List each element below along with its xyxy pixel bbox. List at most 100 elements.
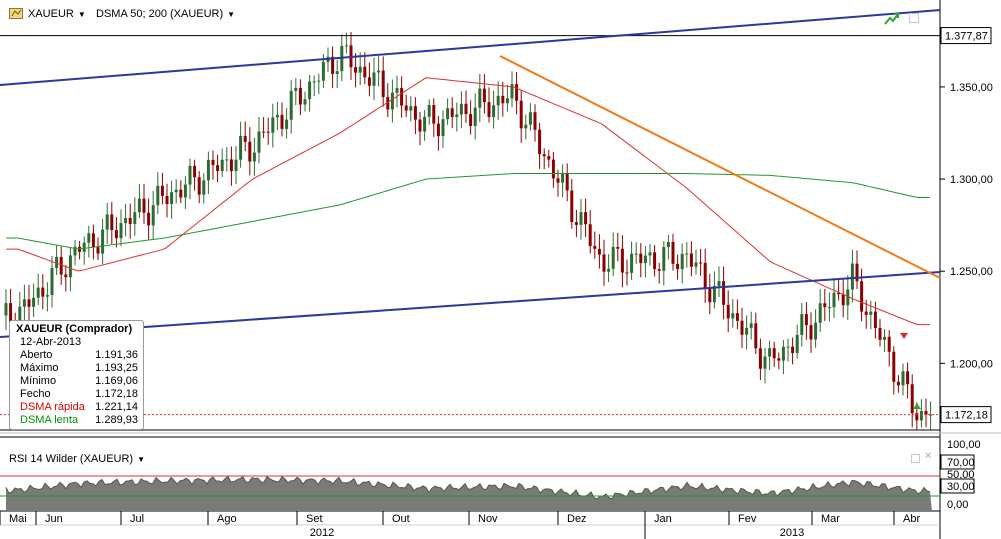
candle-body bbox=[427, 104, 431, 117]
candle-body bbox=[551, 159, 555, 179]
buy-signal-marker bbox=[913, 403, 921, 409]
candle-body bbox=[459, 103, 463, 115]
candle-body bbox=[768, 348, 772, 357]
candle-body bbox=[142, 198, 146, 213]
candle-body bbox=[749, 323, 753, 328]
candle-body bbox=[450, 108, 454, 117]
candle-body bbox=[183, 184, 187, 198]
candle-body bbox=[671, 242, 675, 264]
candle-body bbox=[804, 314, 808, 326]
candle-body bbox=[547, 156, 551, 160]
indicator-selector[interactable]: DSMA 50; 200 (XAUEUR) ▼ bbox=[96, 6, 235, 22]
candle-body bbox=[758, 348, 762, 369]
candle-body bbox=[731, 313, 735, 319]
trend-arrow-icon[interactable] bbox=[884, 12, 900, 26]
candle-body bbox=[722, 281, 726, 305]
candle-body bbox=[818, 303, 822, 323]
candle-body bbox=[841, 294, 845, 306]
candle-body bbox=[694, 262, 698, 267]
candle-body bbox=[717, 281, 721, 287]
price-tick-label: 1.200,00 bbox=[950, 358, 993, 370]
candle-body bbox=[832, 292, 836, 308]
rsi-selector[interactable]: RSI 14 Wilder (XAUEUR) ▼ bbox=[9, 451, 145, 467]
sell-signal-marker bbox=[900, 333, 908, 339]
candle-body bbox=[441, 119, 445, 137]
candle-body bbox=[915, 413, 919, 421]
candle-body bbox=[275, 114, 279, 118]
info-row-close: Fecho 1.172,18 bbox=[10, 388, 143, 401]
candle-body bbox=[597, 248, 601, 255]
candle-body bbox=[404, 105, 408, 111]
rsi-tick-label: 70,00 bbox=[947, 457, 975, 469]
candle-body bbox=[542, 154, 546, 157]
candle-body bbox=[308, 81, 312, 100]
info-value: 1.169,06 bbox=[95, 375, 138, 387]
candle-body bbox=[883, 336, 887, 340]
candle-body bbox=[188, 165, 192, 185]
candle-body bbox=[791, 346, 795, 354]
candle-body bbox=[386, 97, 390, 110]
rsi-line bbox=[5, 475, 931, 500]
candle-body bbox=[919, 411, 923, 421]
candle-body bbox=[197, 177, 201, 195]
candle-body bbox=[745, 327, 749, 335]
rsi-dropdown-caret-icon[interactable]: ▼ bbox=[137, 455, 145, 464]
candle-body bbox=[390, 92, 394, 110]
candle-body bbox=[271, 117, 275, 133]
lines-layer bbox=[0, 9, 941, 416]
info-label: Mínimo bbox=[20, 375, 57, 387]
candle-body bbox=[432, 104, 436, 124]
candle-body bbox=[381, 70, 385, 98]
info-value: 1.193,25 bbox=[95, 362, 138, 374]
candle-body bbox=[754, 323, 758, 349]
info-row-dsma-slow: DSMA lenta 1.289,93 bbox=[10, 414, 143, 427]
month-label: Dez bbox=[567, 513, 587, 525]
rsi-tick-label: 0,00 bbox=[947, 499, 968, 511]
candle-body bbox=[703, 262, 707, 289]
candle-body bbox=[593, 245, 597, 249]
candle-body bbox=[850, 263, 854, 290]
candle-body bbox=[151, 205, 155, 226]
candle-body bbox=[27, 299, 31, 307]
candle-body bbox=[73, 246, 77, 256]
candle-body bbox=[455, 114, 459, 117]
candle-body bbox=[740, 320, 744, 335]
candle-body bbox=[395, 88, 399, 93]
candle-body bbox=[418, 119, 422, 132]
indicator-label: DSMA 50; 200 (XAUEUR) bbox=[96, 8, 224, 20]
candle-body bbox=[735, 313, 739, 321]
candle-body bbox=[869, 311, 873, 315]
symbol-dropdown-caret-icon[interactable]: ▼ bbox=[77, 10, 86, 19]
rsi-close-icon[interactable]: ✕ bbox=[924, 451, 933, 462]
candle-body bbox=[4, 303, 8, 316]
candle-body bbox=[262, 131, 266, 133]
symbol-selector[interactable]: XAUEUR ▼ bbox=[28, 6, 86, 22]
candle-body bbox=[584, 212, 588, 225]
candle-body bbox=[809, 325, 813, 340]
indicator-dropdown-caret-icon[interactable]: ▼ bbox=[227, 10, 236, 19]
month-label: Nov bbox=[478, 513, 498, 525]
info-value: 1.191,36 bbox=[95, 349, 138, 361]
rsi-tick-label: 50,00 bbox=[947, 469, 975, 481]
candle-body bbox=[505, 98, 509, 104]
candle-body bbox=[280, 114, 284, 129]
candle-body bbox=[887, 336, 891, 352]
info-label: Máximo bbox=[20, 362, 59, 374]
candle-body bbox=[496, 95, 500, 106]
candle-body bbox=[87, 233, 91, 243]
info-label: Fecho bbox=[20, 388, 51, 400]
candle-body bbox=[413, 106, 417, 120]
candle-body bbox=[206, 159, 210, 181]
candle-body bbox=[524, 124, 528, 129]
rsi-restore-icon[interactable] bbox=[911, 454, 920, 463]
candle-body bbox=[860, 281, 864, 312]
candle-body bbox=[666, 242, 670, 248]
maximize-panel-icon[interactable] bbox=[909, 13, 919, 23]
candle-body bbox=[170, 192, 174, 205]
candle-body bbox=[78, 246, 82, 252]
candle-body bbox=[896, 381, 900, 386]
candle-body bbox=[174, 189, 178, 193]
candle-body bbox=[611, 246, 615, 269]
candle-body bbox=[482, 88, 486, 103]
